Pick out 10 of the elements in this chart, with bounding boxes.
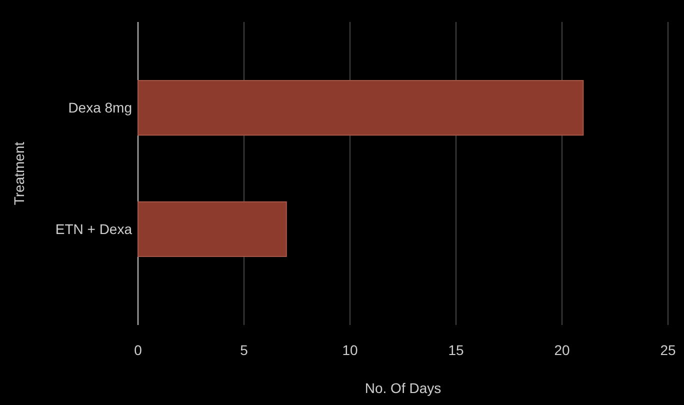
x-tick-label: 0 [134,342,142,358]
x-tick-label: 15 [448,342,464,358]
y-tick-label: Dexa 8mg [68,100,132,116]
y-tick-label: ETN + Dexa [55,221,132,238]
x-tick-label: 25 [660,342,676,358]
x-tick-label: 10 [342,342,358,358]
x-tick-label: 5 [240,342,248,358]
y-axis-title: Treatment [11,142,27,206]
x-tick-label: 20 [554,342,570,358]
x-axis-title: No. Of Days [364,380,442,396]
